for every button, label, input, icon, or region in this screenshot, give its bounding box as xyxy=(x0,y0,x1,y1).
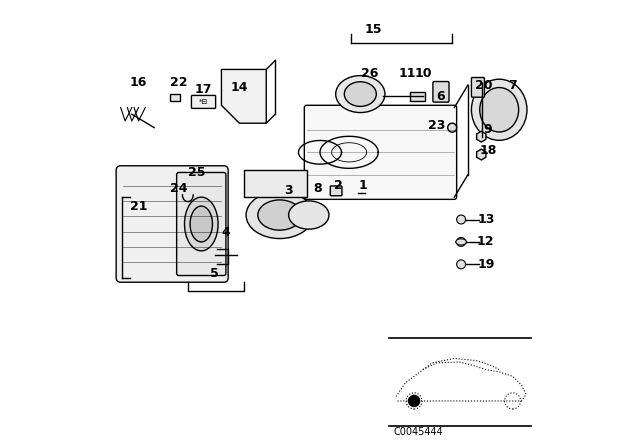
Text: 12: 12 xyxy=(477,235,495,249)
Polygon shape xyxy=(244,170,307,197)
Text: 1: 1 xyxy=(358,179,367,193)
Text: 18: 18 xyxy=(479,143,497,157)
Bar xyxy=(410,92,425,101)
FancyBboxPatch shape xyxy=(433,82,449,102)
Text: 10: 10 xyxy=(414,67,432,81)
Circle shape xyxy=(456,260,466,269)
Text: 16: 16 xyxy=(130,76,147,90)
Text: *⊟: *⊟ xyxy=(199,99,208,105)
Text: 8: 8 xyxy=(314,181,322,195)
Text: 26: 26 xyxy=(360,67,378,81)
Ellipse shape xyxy=(190,206,212,242)
FancyBboxPatch shape xyxy=(472,78,484,97)
Circle shape xyxy=(406,393,422,409)
Text: 7: 7 xyxy=(508,78,517,92)
Text: C0045444: C0045444 xyxy=(394,427,444,437)
FancyBboxPatch shape xyxy=(177,172,226,276)
Text: 22: 22 xyxy=(170,76,188,90)
Text: 5: 5 xyxy=(211,267,219,280)
Ellipse shape xyxy=(472,79,527,140)
Polygon shape xyxy=(221,69,266,123)
Ellipse shape xyxy=(184,197,218,251)
Circle shape xyxy=(456,237,466,246)
Ellipse shape xyxy=(480,87,518,132)
FancyBboxPatch shape xyxy=(305,105,457,199)
FancyBboxPatch shape xyxy=(116,166,228,282)
FancyBboxPatch shape xyxy=(330,186,342,196)
FancyBboxPatch shape xyxy=(191,95,216,108)
Ellipse shape xyxy=(246,192,314,238)
Circle shape xyxy=(448,123,457,132)
Text: 13: 13 xyxy=(477,213,495,226)
Circle shape xyxy=(504,393,521,409)
Text: 15: 15 xyxy=(365,22,383,36)
Text: 3: 3 xyxy=(284,184,293,197)
Text: 2: 2 xyxy=(333,179,342,193)
Circle shape xyxy=(408,395,420,407)
Ellipse shape xyxy=(344,82,376,107)
Ellipse shape xyxy=(289,201,329,229)
Ellipse shape xyxy=(258,200,301,230)
Text: 19: 19 xyxy=(477,258,495,271)
Text: 21: 21 xyxy=(130,199,147,213)
Text: 24: 24 xyxy=(170,181,188,195)
Text: 25: 25 xyxy=(188,166,205,179)
Text: 6: 6 xyxy=(436,90,445,103)
Text: 17: 17 xyxy=(195,83,212,96)
Bar xyxy=(170,94,180,101)
Text: 9: 9 xyxy=(484,123,492,137)
Ellipse shape xyxy=(336,76,385,112)
Text: 4: 4 xyxy=(221,226,230,240)
Text: 20: 20 xyxy=(475,78,492,92)
Circle shape xyxy=(456,215,466,224)
Ellipse shape xyxy=(456,239,467,245)
Text: 11: 11 xyxy=(399,67,416,81)
Text: 14: 14 xyxy=(230,81,248,94)
Text: 23: 23 xyxy=(428,119,445,132)
